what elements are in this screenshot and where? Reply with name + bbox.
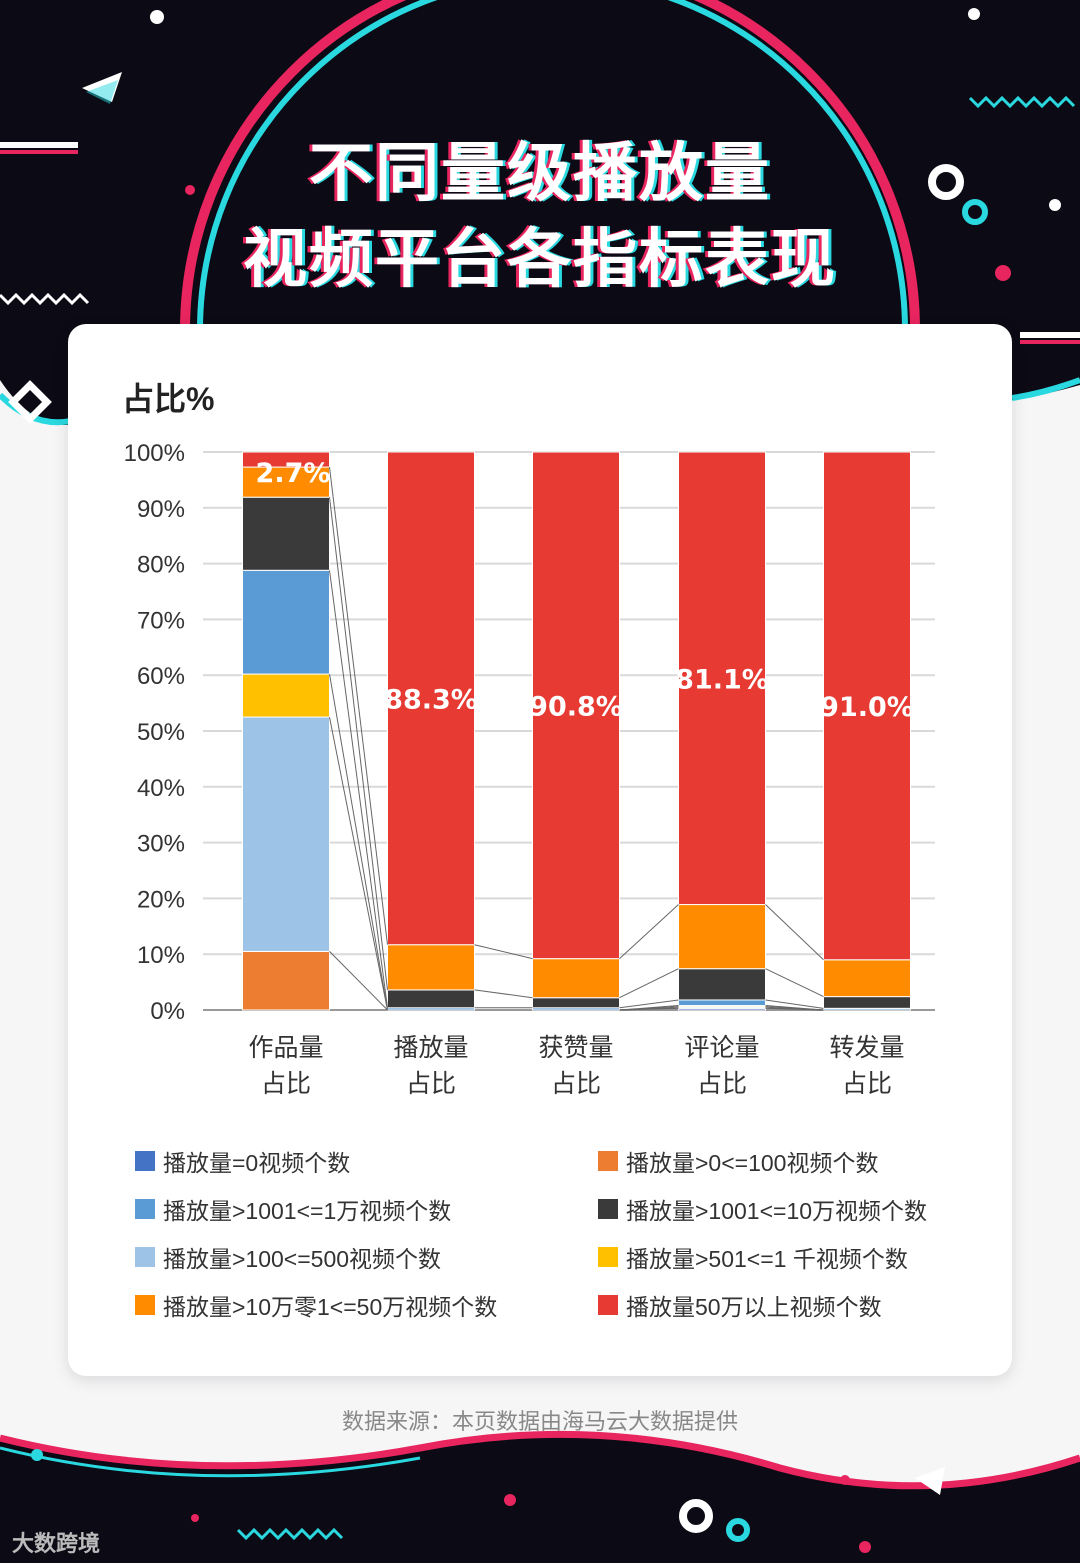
data-label: 81.1%: [675, 664, 769, 695]
bar-segment: [532, 997, 620, 1009]
legend-item: 播放量>1001<=1万视频个数: [135, 1192, 451, 1226]
bar-segment: [823, 959, 911, 998]
bar-segment: [242, 950, 330, 1011]
data-label: 2.7%: [256, 458, 331, 489]
brand-logo: 大数跨境: [12, 1531, 101, 1556]
bar-segment: [242, 451, 330, 468]
series-line: [765, 904, 824, 961]
bar-segment: [242, 466, 330, 498]
series-line: [619, 1005, 679, 1011]
bar-segment: [678, 968, 766, 1001]
x-tick-label: 获赞量: [538, 1034, 613, 1062]
y-tick-label: 30%: [137, 831, 185, 858]
legend-label: 播放量>1001<=1万视频个数: [163, 1198, 452, 1224]
legend-label: 播放量>1001<=10万视频个数: [626, 1198, 928, 1224]
bar-segment: [387, 989, 475, 1009]
series-line: [619, 904, 679, 960]
legend-label: 播放量>100<=500视频个数: [163, 1246, 442, 1272]
y-axis-title: 占比%: [122, 381, 215, 417]
y-tick-label: 90%: [137, 496, 185, 523]
data-source-note: 数据来源：本页数据由海马云大数据提供: [341, 1409, 738, 1434]
series-line: [329, 570, 388, 1008]
legend-label: 播放量>10万零1<=50万视频个数: [163, 1294, 498, 1320]
y-tick-label: 0%: [150, 998, 185, 1025]
x-tick-label: 占比: [842, 1070, 892, 1098]
y-tick-label: 40%: [137, 775, 185, 802]
legend-swatch: [135, 1247, 155, 1267]
y-tick-label: 60%: [137, 663, 185, 690]
y-tick-label: 100%: [124, 440, 185, 467]
series-line: [765, 1005, 824, 1011]
bar-segment: [242, 496, 330, 571]
legend-item: 播放量50万以上视频个数: [598, 1288, 882, 1322]
bar-segment: [242, 673, 330, 718]
legend-item: 播放量>0<=100视频个数: [598, 1144, 878, 1178]
x-tick-label: 作品量: [248, 1034, 323, 1062]
legend-swatch: [135, 1151, 155, 1171]
bar-segment: [532, 451, 620, 960]
bar-segment: [823, 451, 911, 961]
series-line: [329, 673, 388, 1011]
x-tick-label: 占比: [551, 1070, 601, 1098]
data-label: 88.3%: [384, 684, 478, 715]
bar-segment: [532, 958, 620, 999]
legend-swatch: [598, 1199, 618, 1219]
bar-segment: [678, 451, 766, 906]
series-line: [474, 989, 533, 999]
legend-swatch: [598, 1295, 618, 1315]
legend-swatch: [598, 1151, 618, 1171]
legend-swatch: [598, 1247, 618, 1267]
series-line: [329, 716, 388, 1011]
series-line: [329, 497, 388, 990]
x-tick-label: 评论量: [684, 1034, 759, 1062]
bar-segment: [387, 944, 475, 991]
data-label: 91.0%: [820, 692, 914, 723]
page-title-line-2: 视频平台各指标表现: [243, 223, 837, 297]
y-tick-label: 20%: [137, 886, 185, 913]
series-line: [765, 968, 824, 998]
x-tick-label: 占比: [406, 1070, 456, 1098]
bar-segment: [242, 716, 330, 952]
bar-segment: [678, 999, 766, 1007]
bar-segment: [387, 451, 475, 946]
bar-segment: [242, 569, 330, 675]
data-label: 90.8%: [529, 691, 623, 722]
bar-segment: [823, 996, 911, 1009]
bar-segment: [678, 904, 766, 970]
series-line: [619, 968, 679, 999]
legend-item: 播放量>1001<=10万视频个数: [598, 1192, 927, 1226]
series-line: [474, 944, 533, 960]
series-line: [329, 467, 388, 945]
page-title-line-1: 不同量级播放量: [309, 137, 771, 211]
x-tick-label: 播放量: [393, 1034, 468, 1062]
x-tick-label: 占比: [261, 1070, 311, 1098]
legend-swatch: [135, 1199, 155, 1219]
y-tick-label: 10%: [137, 942, 185, 969]
legend-item: 播放量>100<=500视频个数: [135, 1240, 441, 1274]
x-tick-label: 转发量: [829, 1034, 904, 1062]
legend-item: 播放量>10万零1<=50万视频个数: [135, 1288, 497, 1322]
legend-label: 播放量>501<=1 千视频个数: [626, 1246, 908, 1272]
y-tick-label: 50%: [137, 719, 185, 746]
legend-item: 播放量=0视频个数: [135, 1144, 350, 1178]
x-tick-label: 占比: [697, 1070, 747, 1098]
legend-label: 播放量>0<=100视频个数: [626, 1150, 879, 1176]
y-tick-label: 70%: [137, 607, 185, 634]
legend-label: 播放量50万以上视频个数: [626, 1294, 882, 1320]
legend-label: 播放量=0视频个数: [163, 1150, 351, 1176]
y-tick-label: 80%: [137, 552, 185, 579]
legend-item: 播放量>501<=1 千视频个数: [598, 1240, 908, 1274]
legend-swatch: [135, 1295, 155, 1315]
series-line: [329, 951, 388, 1011]
series-line: [619, 999, 679, 1009]
series-line: [765, 999, 824, 1009]
